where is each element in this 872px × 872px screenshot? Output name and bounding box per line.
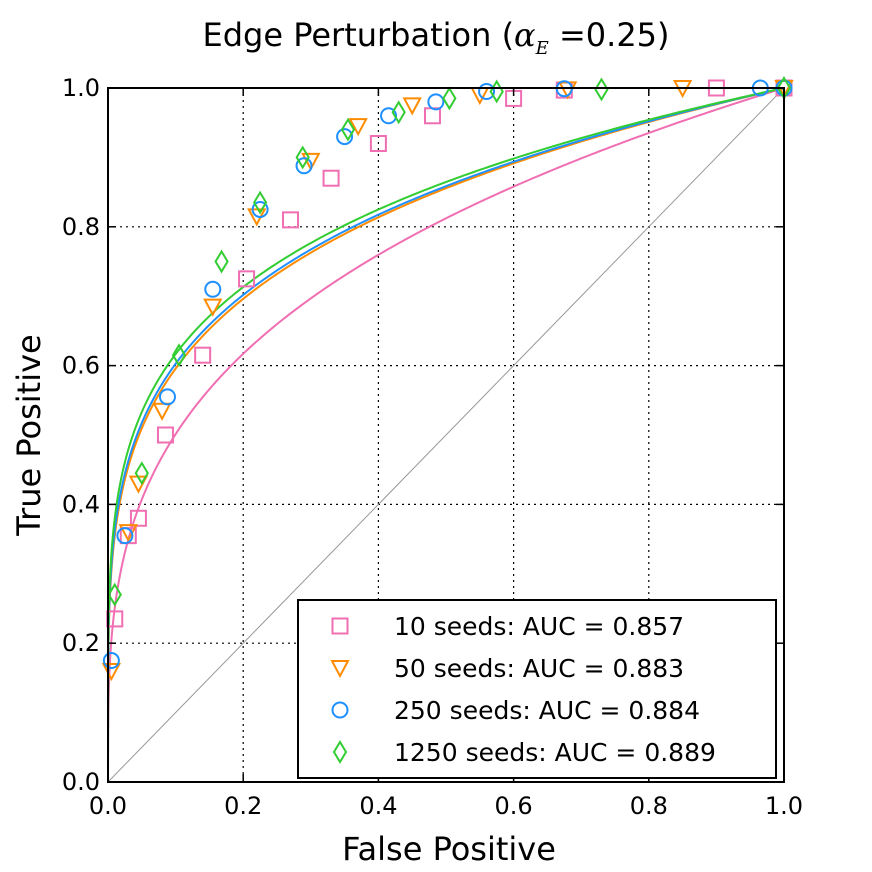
marker-diamond [295, 145, 310, 170]
marker-circle [158, 388, 176, 406]
marker-triangle-down [152, 402, 172, 421]
legend-entry: 250 seeds: AUC = 0.884 [394, 696, 700, 725]
y-tick-labels: 0.0 0.2 0.4 0.6 0.8 1.0 [62, 74, 100, 796]
plot-frame [107, 87, 785, 783]
marker-circle [204, 280, 222, 298]
y-tick-label: 0.4 [62, 490, 100, 518]
marker-square [369, 135, 387, 153]
legend-marker-triangle-down [330, 660, 350, 679]
legend-marker-diamond [332, 740, 348, 764]
legend-entry: 50 seeds: AUC = 0.883 [394, 654, 684, 683]
y-tick-label: 0.0 [62, 768, 100, 796]
marker-square [322, 169, 340, 187]
chart-title-eq: =0.25) [549, 16, 670, 54]
marker-diamond [107, 582, 122, 607]
y-axis-label: True Positive [10, 334, 48, 537]
marker-square [156, 426, 174, 444]
x-tick-label: 1.0 [765, 792, 803, 820]
x-tick-label: 0.2 [224, 792, 262, 820]
x-tick-label: 0.6 [495, 792, 533, 820]
roc-curve-1250-seeds [107, 87, 785, 783]
x-tick-label: 0.0 [89, 792, 127, 820]
roc-curve-250-seeds [107, 87, 785, 783]
marker-circle [295, 157, 313, 175]
marker-triangle-down [402, 97, 422, 116]
chart-title-alpha: α [514, 16, 536, 54]
legend-entry: 10 seeds: AUC = 0.857 [394, 612, 684, 641]
marker-square [282, 211, 300, 229]
marker-square [238, 270, 256, 288]
legend-entry: 1250 seeds: AUC = 0.889 [394, 738, 716, 767]
marker-triangle-down [203, 298, 223, 317]
marker-circle [380, 107, 398, 125]
x-tick-label: 0.8 [630, 792, 668, 820]
legend-marker-square [331, 617, 349, 635]
marker-diamond [391, 100, 406, 125]
marker-diamond [214, 249, 229, 274]
marker-circle [251, 200, 269, 218]
data-markers [101, 76, 794, 682]
marker-circle [116, 527, 134, 545]
marker-diamond [171, 343, 187, 368]
y-tick-label: 0.6 [62, 352, 100, 380]
marker-diamond [340, 117, 356, 142]
roc-curve-10-seeds [107, 87, 785, 783]
x-tick-labels: 0.0 0.2 0.4 0.6 0.8 1.0 [89, 792, 803, 820]
chart-title-subscript: E [535, 38, 549, 59]
marker-circle [427, 93, 445, 111]
legend-box [297, 599, 777, 779]
marker-square [423, 107, 441, 125]
y-tick-label: 0.8 [62, 213, 100, 241]
chance-diagonal [107, 87, 785, 783]
marker-diamond [252, 190, 268, 215]
legend-marker-circle [331, 701, 349, 719]
marker-square [129, 509, 147, 527]
marker-square [194, 346, 212, 364]
marker-circle [478, 82, 496, 100]
chart-title-main: Edge Perturbation ( [202, 16, 514, 54]
y-tick-label: 1.0 [62, 74, 100, 102]
x-tick-label: 0.4 [359, 792, 397, 820]
marker-triangle-down [348, 118, 368, 137]
marker-diamond [442, 86, 457, 111]
x-axis-label: False Positive [342, 830, 556, 868]
roc-curves [107, 87, 785, 783]
marker-diamond [594, 77, 609, 102]
legend: 10 seeds: AUC = 0.857 50 seeds: AUC = 0.8… [297, 599, 777, 779]
marker-diamond [489, 79, 504, 104]
marker-circle [102, 652, 120, 670]
chart-title: Edge Perturbation (αE =0.25) [202, 16, 669, 59]
y-tick-label: 0.2 [62, 629, 100, 657]
marker-diamond [134, 461, 149, 486]
marker-circle [336, 128, 354, 146]
